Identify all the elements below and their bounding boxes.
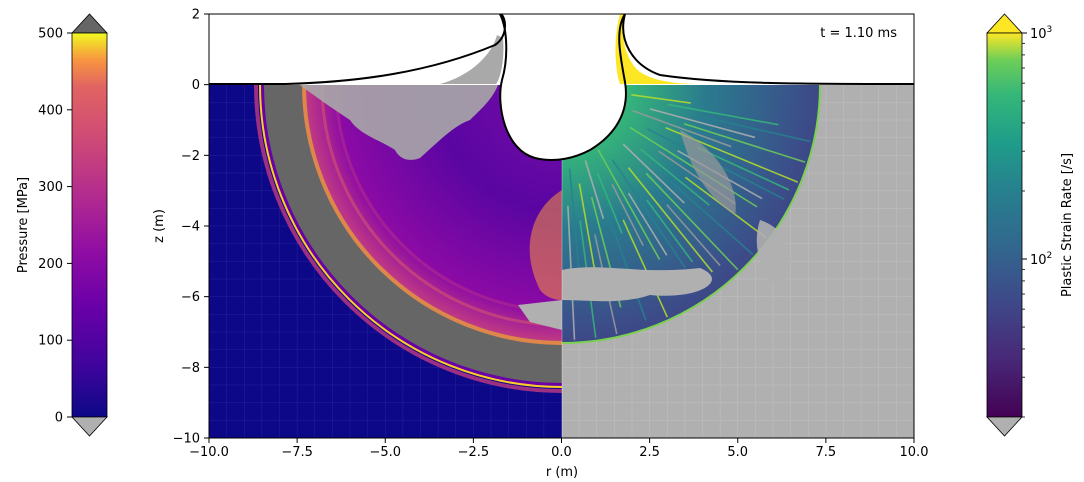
y-tick-label: 0 (192, 78, 200, 93)
strain-rate-colorbar-gradient (986, 32, 1023, 418)
strain-rate-streak (683, 122, 806, 163)
pressure-colorbar-tick-label: 100 (38, 334, 63, 349)
strain-rate-colorbar: 102 103 Plastic Strain Rate [/s] (986, 13, 1075, 437)
x-tick-label: 7.5 (816, 445, 837, 460)
strain-rate-streak (622, 219, 669, 318)
strain-rate-gray-patch (756, 220, 791, 290)
strain-rate-streak (667, 103, 779, 126)
crater-cavity (500, 14, 626, 161)
strain-rate-streak (596, 172, 623, 234)
strain-rate-streak (696, 146, 790, 191)
strain-rate-streak (629, 126, 758, 208)
y-tick-label: −2 (181, 149, 200, 164)
pressure-damaged-region (300, 85, 498, 160)
crater-cavity (209, 14, 505, 84)
time-annotation: t = 1.10 ms (820, 26, 897, 41)
x-tick-label: −7.5 (281, 445, 313, 460)
strain-rate-streak (627, 167, 714, 273)
x-tick-label: 2.5 (639, 445, 660, 460)
pressure-colorbar-tick-label: 400 (38, 103, 63, 118)
pressure-colorbar-under-triangle (71, 416, 108, 437)
strain-rate-colorbar-under-triangle (986, 416, 1023, 437)
pressure-colorbar-tick-label: 200 (38, 257, 63, 272)
x-axis: −10.0 −7.5 −5.0 −2.5 0.0 2.5 5.0 7.5 10.0 (189, 438, 928, 460)
pressure-colorbar-tick-label: 500 (38, 27, 63, 42)
pressure-colorbar-gradient (71, 32, 108, 418)
strain-rate-streak (632, 109, 732, 148)
y-tick-label: −8 (181, 361, 200, 376)
y-axis-label: z (m) (152, 209, 167, 243)
pressure-inner-field (306, 85, 562, 341)
pressure-lower-gray-patch (518, 300, 562, 330)
y-tick-label: 2 (192, 8, 200, 23)
ejecta-left (440, 35, 504, 84)
strain-rate-streak (646, 199, 694, 263)
x-tick-label: 10.0 (900, 445, 929, 460)
strain-rate-streak (639, 148, 710, 206)
pressure-hotspot (529, 190, 562, 300)
strain-rate-streak (702, 116, 811, 143)
plot-area (209, 14, 914, 438)
pressure-colorbar-over-triangle (71, 13, 108, 34)
strain-rate-streak (568, 168, 581, 275)
x-tick-label: −2.5 (458, 445, 490, 460)
y-tick-label: −4 (181, 220, 200, 235)
strain-rate-streak (597, 149, 661, 260)
strain-rate-streaks (567, 93, 811, 340)
x-axis-label: r (m) (546, 465, 578, 480)
y-axis: 2 0 −2 −4 −6 −8 −10 (173, 8, 209, 447)
y-tick-label: −10 (173, 432, 200, 447)
x-tick-label: −10.0 (189, 445, 229, 460)
strain-rate-streak (666, 204, 721, 267)
strain-rate-streak (605, 209, 647, 321)
pressure-colorbar-tick-label: 0 (55, 411, 63, 426)
pressure-colorbar: 0 100 200 300 400 500 Pressure [MPa] (16, 13, 108, 437)
pressure-colorbar-ticks: 0 100 200 300 400 500 (38, 27, 72, 426)
pressure-colorbar-label: Pressure [MPa] (16, 177, 31, 273)
crater-outline (209, 14, 914, 161)
pressure-colorbar-tick-label: 300 (38, 180, 63, 195)
pressure-field (209, 85, 562, 438)
strain-rate-streak (645, 172, 739, 271)
strain-rate-streak (584, 160, 605, 219)
strain-rate-colorbar-over-triangle (986, 13, 1023, 34)
strain-rate-colorbar-tick-label: 103 (1030, 25, 1052, 42)
strain-rate-gray-patch (680, 130, 736, 215)
strain-rate-streak (631, 93, 691, 104)
strain-rate-colorbar-ticks: 102 103 (1022, 25, 1052, 418)
x-tick-label: 0.0 (551, 445, 572, 460)
strain-rate-streak (611, 159, 686, 268)
x-tick-label: −5.0 (369, 445, 401, 460)
strain-rate-field (562, 85, 914, 438)
strain-rate-streak (664, 176, 754, 255)
strain-rate-colorbar-label: Plastic Strain Rate [/s] (1060, 153, 1075, 297)
x-tick-label: 5.0 (727, 445, 748, 460)
strain-rate-streak (627, 192, 668, 256)
strain-rate-streak (622, 143, 685, 204)
strain-rate-streak (649, 108, 756, 139)
y-tick-label: −6 (181, 290, 200, 305)
strain-rate-gray-patch (562, 267, 712, 302)
strain-rate-streak (611, 183, 644, 247)
strain-rate-colorbar-tick-label: 102 (1030, 251, 1052, 268)
crater-cavity (623, 14, 914, 84)
